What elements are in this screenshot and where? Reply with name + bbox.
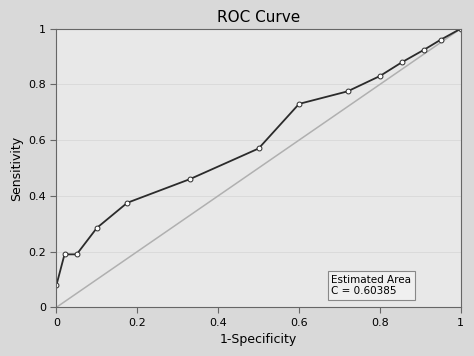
Title: ROC Curve: ROC Curve <box>217 10 300 25</box>
Text: Estimated Area
C = 0.60385: Estimated Area C = 0.60385 <box>331 274 411 296</box>
X-axis label: 1-Specificity: 1-Specificity <box>220 333 297 346</box>
Y-axis label: Sensitivity: Sensitivity <box>10 135 23 200</box>
